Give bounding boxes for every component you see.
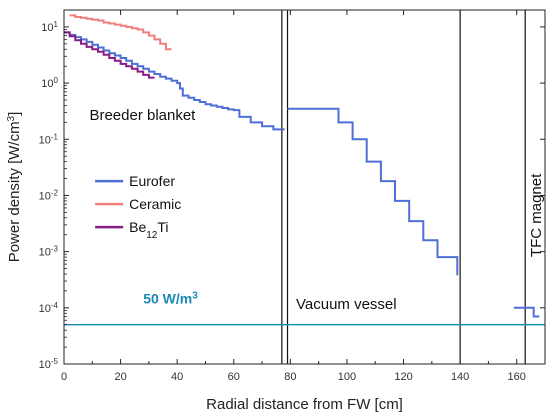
y-tick-label: 10-3 [39, 244, 59, 259]
y-tick-label-exp: 0 [54, 76, 59, 85]
reference-limit-label-sup: 3 [192, 290, 198, 301]
x-tick-label: 0 [61, 371, 67, 383]
legend-label-main: Eurofer [129, 173, 175, 189]
y-tick-label: 10-5 [39, 357, 59, 372]
legend-label-end: Ti [157, 219, 168, 235]
y-tick-label-exp: -3 [51, 244, 59, 253]
x-axis-title: Radial distance from FW [cm] [206, 396, 403, 413]
x-tick-label: 120 [394, 371, 412, 383]
y-tick-label-base: 10 [39, 359, 51, 371]
reference-limit-label-main: 50 W/m [143, 290, 192, 306]
y-tick-label: 10-1 [39, 132, 59, 147]
legend-label-main: Be [129, 219, 146, 235]
legend-label-main: Ceramic [129, 196, 181, 212]
plot-frame-layer [63, 9, 546, 365]
ticks-layer: 0 20 40 60 80 100 120 140 16010-510-410-310-210-… [39, 9, 545, 383]
reference-limit-label: 50 W/m3 [143, 290, 198, 307]
plot-frame [63, 9, 546, 365]
x-tick-label: 100 [338, 371, 356, 383]
series-line-ceramic [69, 14, 172, 51]
y-tick-label-base: 10 [39, 303, 51, 315]
y-tick-label-base: 10 [41, 78, 53, 90]
vacuum-vessel-annotation: Vacuum vessel [296, 296, 397, 313]
x-tick-label: 60 [228, 371, 240, 383]
series-line-eurofer [64, 31, 285, 131]
y-tick-label: 100 [41, 76, 58, 91]
y-axis-title-main: Power density [W/cm [6, 121, 23, 262]
y-tick-label-exp: -1 [51, 132, 59, 141]
y-tick-label: 10-2 [39, 188, 59, 203]
breeder-blanket-annotation: Breeder blanket [89, 107, 196, 124]
y-tick-label-exp: -2 [51, 188, 59, 197]
legend-label-sub: 12 [146, 230, 158, 241]
legend-label: Be12Ti [129, 219, 168, 241]
x-tick-label: 40 [171, 371, 183, 383]
y-tick-label-exp: 1 [54, 19, 59, 28]
x-tick-label: 160 [508, 371, 526, 383]
y-axis-title-sup: 3 [6, 115, 17, 121]
plot-elements [64, 10, 545, 364]
y-tick-label: 10-4 [39, 300, 59, 315]
y-tick-label-base: 10 [39, 134, 51, 146]
y-tick-label-base: 10 [39, 247, 51, 259]
legend: Eurofer Ceramic Be12Ti [95, 173, 181, 241]
legend-label: Eurofer [129, 173, 175, 189]
y-tick-label-exp: -5 [51, 357, 59, 366]
x-tick-label: 20 [114, 371, 126, 383]
y-tick-label: 101 [41, 19, 58, 34]
y-tick-label-base: 10 [41, 22, 53, 34]
series-line-eurofer [287, 107, 459, 276]
y-axis-title: Power density [W/cm3] [6, 112, 24, 263]
x-tick-label: 80 [284, 371, 296, 383]
tfc-magnet-annotation: TFC magnet [528, 173, 545, 257]
series-line-be-ti [64, 31, 155, 79]
x-tick-label: 140 [451, 371, 469, 383]
y-tick-label-base: 10 [39, 190, 51, 202]
series-layer [64, 14, 540, 318]
y-axis-title-end: ] [6, 112, 23, 116]
y-tick-label-exp: -4 [51, 300, 59, 309]
series-line-eurofer [513, 306, 540, 318]
legend-label: Ceramic [129, 196, 181, 212]
